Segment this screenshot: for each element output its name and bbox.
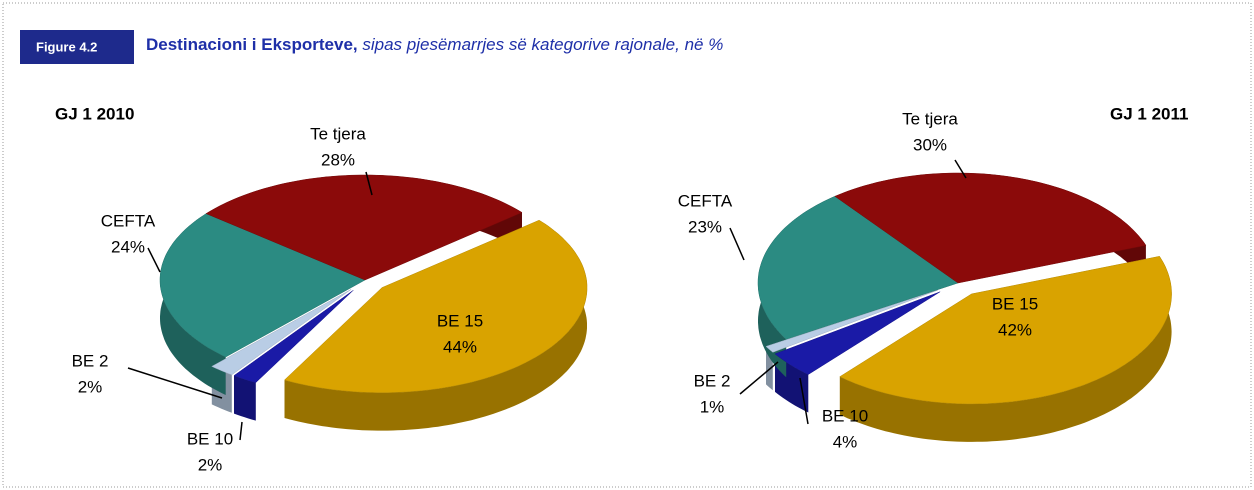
slice	[765, 289, 938, 353]
leader-line	[127, 367, 223, 399]
figure-label: Figure 4.2	[36, 39, 97, 54]
slice-category: BE 10	[187, 429, 233, 448]
leader-line	[729, 227, 745, 261]
figure-title-main: Destinacioni i Eksporteve,	[146, 35, 358, 54]
slice-value-label: 4%	[833, 432, 858, 451]
slice-value-label: 28%	[321, 150, 355, 169]
figure-badge	[20, 30, 134, 64]
slice-value-label: 2%	[198, 455, 223, 474]
slice-category: CEFTA	[101, 211, 156, 230]
slice	[159, 213, 366, 358]
slice-category: Te tjera	[902, 109, 958, 128]
slice-category: Te tjera	[310, 124, 366, 143]
slice-category: BE 10	[822, 406, 868, 425]
slice-value-label: 44%	[443, 337, 477, 356]
slice-value-label: 24%	[111, 237, 145, 256]
slice-value-label: 1%	[700, 397, 725, 416]
figure-subtitle: sipas pjesëmarrjes së kategorive rajonal…	[362, 35, 723, 54]
slice	[211, 289, 352, 376]
slice-value-label: 30%	[913, 135, 947, 154]
slice-category: CEFTA	[678, 191, 733, 210]
slice-category: BE 2	[694, 371, 731, 390]
slice-value-label: 42%	[998, 320, 1032, 339]
leader-line	[799, 377, 809, 425]
slice-value-label: 2%	[78, 377, 103, 396]
figure-title: Destinacioni i Eksporteve, sipas pjesëma…	[146, 35, 723, 54]
slice-category: BE 2	[72, 351, 109, 370]
slice	[284, 219, 588, 393]
slice	[757, 196, 959, 340]
leader-line	[365, 171, 373, 196]
slice-side	[839, 256, 1172, 442]
slice	[233, 290, 354, 383]
slice-side	[234, 375, 256, 421]
leader-line	[954, 159, 967, 179]
leader-line	[239, 421, 243, 441]
pie-title: GJ 1 2010	[55, 104, 134, 123]
slice	[205, 174, 523, 281]
slice	[774, 291, 941, 375]
pie-title: GJ 1 2011	[1110, 104, 1188, 123]
leader-line	[147, 247, 161, 273]
slice-side	[284, 220, 587, 431]
slice	[834, 172, 1147, 284]
slice	[839, 256, 1172, 405]
slice-category: BE 15	[437, 311, 483, 330]
leader-line	[739, 361, 779, 395]
slice-value-label: 23%	[688, 217, 722, 236]
slice-category: BE 15	[992, 294, 1038, 313]
